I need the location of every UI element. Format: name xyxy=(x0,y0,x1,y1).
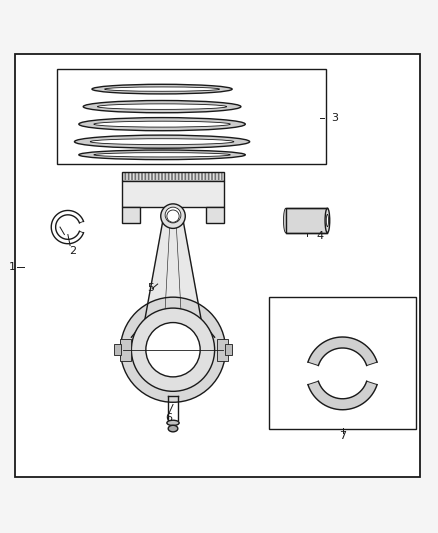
Bar xyxy=(269,297,416,429)
Ellipse shape xyxy=(94,121,230,127)
Text: 1: 1 xyxy=(9,262,16,271)
Text: 4: 4 xyxy=(316,231,323,241)
Polygon shape xyxy=(308,381,377,410)
Ellipse shape xyxy=(79,118,245,131)
Text: 7: 7 xyxy=(339,431,346,441)
Circle shape xyxy=(146,322,200,377)
Bar xyxy=(120,339,131,361)
Bar xyxy=(122,207,140,223)
Text: 2: 2 xyxy=(69,246,76,256)
Ellipse shape xyxy=(326,214,328,227)
Circle shape xyxy=(131,308,215,391)
Bar xyxy=(217,339,228,361)
Ellipse shape xyxy=(325,208,330,233)
Circle shape xyxy=(167,210,179,222)
Ellipse shape xyxy=(92,84,232,94)
Ellipse shape xyxy=(90,139,234,144)
Polygon shape xyxy=(308,337,377,366)
Circle shape xyxy=(161,204,185,229)
Ellipse shape xyxy=(79,150,245,159)
Ellipse shape xyxy=(94,152,230,157)
Ellipse shape xyxy=(97,104,227,109)
Ellipse shape xyxy=(167,420,179,425)
Ellipse shape xyxy=(105,87,219,91)
Text: 3: 3 xyxy=(332,112,339,123)
Bar xyxy=(57,69,326,164)
Bar xyxy=(114,344,121,355)
Ellipse shape xyxy=(168,425,178,432)
Circle shape xyxy=(120,297,226,402)
Text: 5: 5 xyxy=(148,284,155,293)
Bar xyxy=(122,181,224,207)
Bar xyxy=(122,172,224,181)
Ellipse shape xyxy=(283,208,288,233)
Text: 6: 6 xyxy=(165,413,172,423)
Ellipse shape xyxy=(74,135,250,148)
Polygon shape xyxy=(145,223,201,321)
Bar xyxy=(206,207,224,223)
Ellipse shape xyxy=(83,101,241,113)
Bar xyxy=(286,208,327,233)
Bar xyxy=(225,344,232,355)
Circle shape xyxy=(165,207,181,223)
